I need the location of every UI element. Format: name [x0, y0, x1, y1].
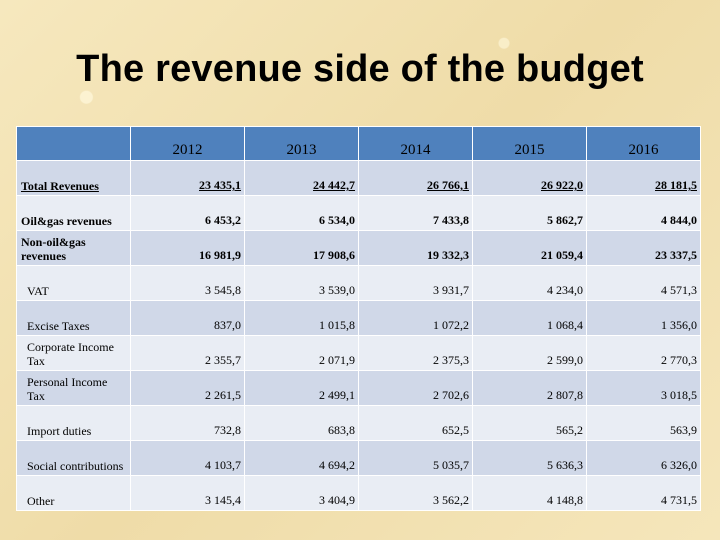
table-row-social-contributions: Social contributions 4 103,7 4 694,2 5 0… [16, 440, 701, 476]
table-cell: 1 015,8 [244, 300, 359, 336]
table-cell: 4 148,8 [472, 475, 587, 511]
table-cell: 17 908,6 [244, 230, 359, 266]
table-cell: 5 862,7 [472, 195, 587, 231]
table-cell: 3 539,0 [244, 265, 359, 301]
table-cell: 2 375,3 [358, 335, 473, 371]
header-cell-year: 2015 [472, 126, 587, 161]
table-row-import-duties: Import duties 732,8 683,8 652,5 565,2 56… [16, 405, 701, 441]
table-cell: 2 499,1 [244, 370, 359, 406]
table-cell: 26 766,1 [358, 160, 473, 196]
table-cell: 2 807,8 [472, 370, 587, 406]
header-cell-year: 2013 [244, 126, 359, 161]
table-cell: 16 981,9 [130, 230, 245, 266]
table-cell: 565,2 [472, 405, 587, 441]
table-cell: 3 404,9 [244, 475, 359, 511]
row-label: VAT [16, 265, 131, 301]
table-cell: 2 355,7 [130, 335, 245, 371]
table-row-excise-taxes: Excise Taxes 837,0 1 015,8 1 072,2 1 068… [16, 300, 701, 336]
row-label: Non-oil&gas revenues [16, 230, 131, 266]
table-row-other: Other 3 145,4 3 404,9 3 562,2 4 148,8 4 … [16, 475, 701, 511]
table-cell: 5 636,3 [472, 440, 587, 476]
table-row-oil-gas: Oil&gas revenues 6 453,2 6 534,0 7 433,8… [16, 195, 701, 231]
table-cell: 563,9 [586, 405, 701, 441]
table-row-personal-income-tax: Personal Income Tax 2 261,5 2 499,1 2 70… [16, 370, 701, 406]
table-cell: 7 433,8 [358, 195, 473, 231]
table-cell: 2 071,9 [244, 335, 359, 371]
table-cell: 3 931,7 [358, 265, 473, 301]
row-label: Social contributions [16, 440, 131, 476]
table-cell: 21 059,4 [472, 230, 587, 266]
table-cell: 4 731,5 [586, 475, 701, 511]
header-cell-year: 2014 [358, 126, 473, 161]
table-cell: 3 562,2 [358, 475, 473, 511]
table-cell: 4 103,7 [130, 440, 245, 476]
row-label: Corporate Income Tax [16, 335, 131, 371]
row-label: Excise Taxes [16, 300, 131, 336]
table-cell: 837,0 [130, 300, 245, 336]
table-cell: 6 534,0 [244, 195, 359, 231]
table-cell: 26 922,0 [472, 160, 587, 196]
table-cell: 4 571,3 [586, 265, 701, 301]
table-cell: 2 702,6 [358, 370, 473, 406]
table-cell: 683,8 [244, 405, 359, 441]
header-cell-label [16, 126, 131, 161]
row-label: Oil&gas revenues [16, 195, 131, 231]
table-cell: 28 181,5 [586, 160, 701, 196]
row-label: Other [16, 475, 131, 511]
table-cell: 652,5 [358, 405, 473, 441]
table-cell: 732,8 [130, 405, 245, 441]
table-row-total-revenues: Total Revenues 23 435,1 24 442,7 26 766,… [16, 160, 701, 196]
table-cell: 2 770,3 [586, 335, 701, 371]
table-cell: 5 035,7 [358, 440, 473, 476]
table-row-corporate-income-tax: Corporate Income Tax 2 355,7 2 071,9 2 3… [16, 335, 701, 371]
table-cell: 4 694,2 [244, 440, 359, 476]
header-cell-year: 2012 [130, 126, 245, 161]
row-label: Personal Income Tax [16, 370, 131, 406]
table-cell: 3 545,8 [130, 265, 245, 301]
table-cell: 6 326,0 [586, 440, 701, 476]
table-cell: 3 145,4 [130, 475, 245, 511]
table-cell: 3 018,5 [586, 370, 701, 406]
table-cell: 4 234,0 [472, 265, 587, 301]
table-cell: 2 599,0 [472, 335, 587, 371]
table-cell: 24 442,7 [244, 160, 359, 196]
row-label: Import duties [16, 405, 131, 441]
table-row-non-oil-gas: Non-oil&gas revenues 16 981,9 17 908,6 1… [16, 230, 701, 266]
table-cell: 1 072,2 [358, 300, 473, 336]
table-header-row: 2012 2013 2014 2015 2016 [16, 126, 701, 161]
table-cell: 4 844,0 [586, 195, 701, 231]
header-cell-year: 2016 [586, 126, 701, 161]
table-cell: 1 068,4 [472, 300, 587, 336]
slide-title: The revenue side of the budget [76, 48, 644, 90]
row-label: Total Revenues [16, 160, 131, 196]
revenue-table: 2012 2013 2014 2015 2016 Total Revenues … [16, 126, 701, 511]
table-cell: 23 337,5 [586, 230, 701, 266]
table-cell: 6 453,2 [130, 195, 245, 231]
table-row-vat: VAT 3 545,8 3 539,0 3 931,7 4 234,0 4 57… [16, 265, 701, 301]
table-cell: 1 356,0 [586, 300, 701, 336]
table-cell: 23 435,1 [130, 160, 245, 196]
table-cell: 2 261,5 [130, 370, 245, 406]
table-cell: 19 332,3 [358, 230, 473, 266]
